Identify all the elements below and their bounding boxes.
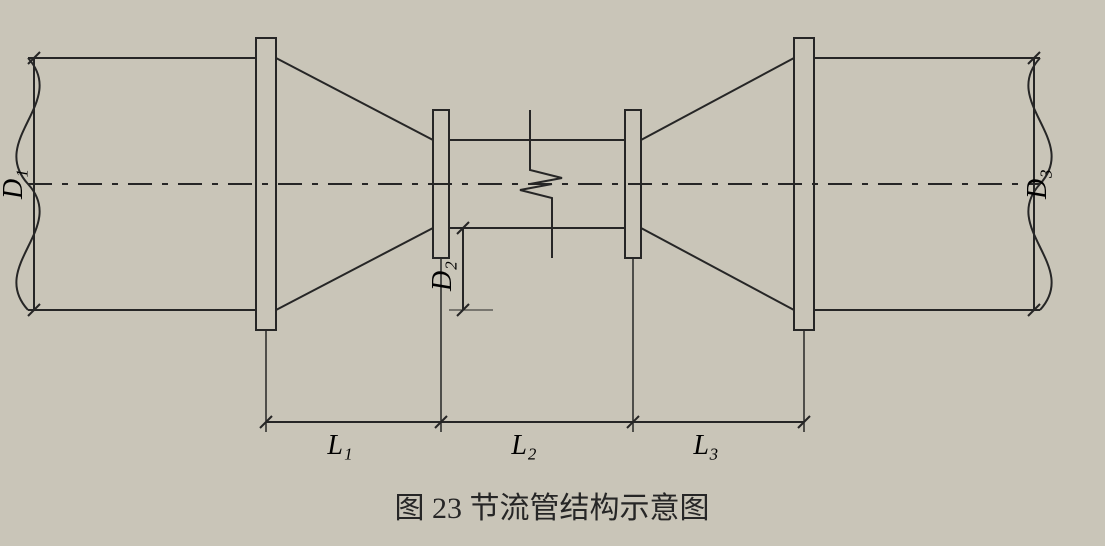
label-L1: L₁ bbox=[326, 430, 352, 461]
dim-lengths bbox=[260, 258, 810, 432]
label-D1: D₁ bbox=[0, 169, 29, 200]
label-L2: L₂ bbox=[510, 430, 537, 461]
label-D2: D₂ bbox=[427, 261, 458, 292]
throttle-pipe-diagram: 图 23 节流管结构示意图 D₁ D₂ D₃ L₁ L₂ L₃ bbox=[0, 0, 1105, 546]
figure-caption: 图 23 节流管结构示意图 bbox=[395, 492, 710, 525]
label-L3: L₃ bbox=[692, 430, 718, 461]
label-D3: D₃ bbox=[1022, 169, 1053, 200]
